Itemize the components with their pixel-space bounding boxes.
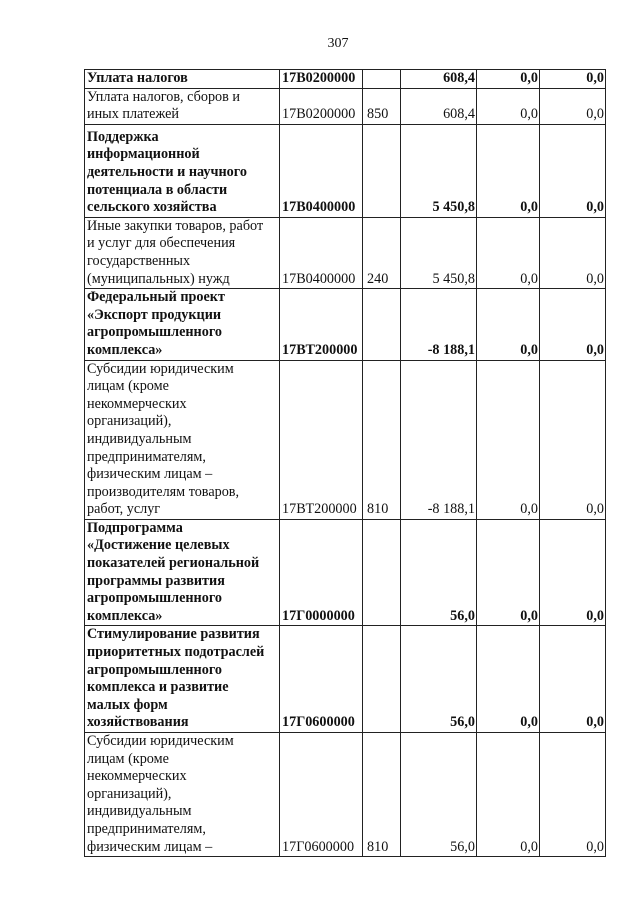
row-expense-type: 240 [362,216,401,290]
row-expense-type [362,288,401,361]
row-name: Поддержка информационной деятельности и … [84,123,280,218]
row-name: Подпрограмма «Достижение целевых показат… [84,518,280,627]
row-code: 17В0400000 [279,123,363,218]
row-amount-2: 0,0 [476,359,540,520]
row-code: 17ВТ200000 [279,288,363,361]
row-name: Стимулирование развития приоритетных под… [84,625,280,733]
row-code: 17ВТ200000 [279,359,363,520]
row-amount-2: 0,0 [476,216,540,290]
row-expense-type [362,123,401,218]
row-name: Субсидии юридическим лицам (кроме некомм… [84,359,280,520]
row-amount-1: 56,0 [400,731,477,858]
row-expense-type [362,625,401,733]
row-amount-3: 0,0 [539,625,606,733]
row-amount-3: 0,0 [539,288,606,361]
row-amount-1: 5 450,8 [400,216,477,290]
row-amount-2: 0,0 [476,69,540,89]
row-amount-1: 608,4 [400,87,477,125]
table-row: Субсидии юридическим лицам (кроме некомм… [84,731,606,858]
row-code: 17Г0600000 [279,625,363,733]
row-amount-3: 0,0 [539,69,606,89]
row-amount-1: 56,0 [400,625,477,733]
row-name: Уплата налогов, сборов и иных платежей [84,87,280,125]
table-row: Уплата налогов, сборов и иных платежей 17… [84,87,606,125]
row-amount-2: 0,0 [476,518,540,627]
row-code: 17В0200000 [279,87,363,125]
table-row: Стимулирование развития приоритетных под… [84,625,606,733]
row-amount-1: -8 188,1 [400,288,477,361]
row-amount-3: 0,0 [539,87,606,125]
row-amount-1: 608,4 [400,69,477,89]
row-code: 17Г0000000 [279,518,363,627]
row-amount-2: 0,0 [476,123,540,218]
row-amount-1: 56,0 [400,518,477,627]
budget-table: Уплата налогов 17В0200000 608,4 0,0 0,0 Уплат… [84,69,606,858]
table-row: Подпрограмма «Достижение целевых показат… [84,518,606,627]
row-amount-3: 0,0 [539,359,606,520]
table-row: Поддержка информационной деятельности и … [84,123,606,218]
row-name: Иные закупки товаров, работ и услуг для … [84,216,280,290]
row-code: 17В0400000 [279,216,363,290]
row-amount-3: 0,0 [539,518,606,627]
row-expense-type: 810 [362,731,401,858]
row-code: 17Г0600000 [279,731,363,858]
row-amount-3: 0,0 [539,123,606,218]
table-row: Иные закупки товаров, работ и услуг для … [84,216,606,290]
row-expense-type [362,69,401,89]
table-row: Федеральный проект «Экспорт продукции аг… [84,288,606,361]
row-amount-3: 0,0 [539,216,606,290]
row-expense-type: 810 [362,359,401,520]
row-amount-3: 0,0 [539,731,606,858]
row-name: Субсидии юридическим лицам (кроме некомм… [84,731,280,858]
row-amount-2: 0,0 [476,625,540,733]
row-expense-type [362,518,401,627]
row-name: Федеральный проект «Экспорт продукции аг… [84,288,280,361]
row-expense-type: 850 [362,87,401,125]
row-amount-2: 0,0 [476,731,540,858]
table-row: Субсидии юридическим лицам (кроме некомм… [84,359,606,520]
table-row: Уплата налогов 17В0200000 608,4 0,0 0,0 [84,69,606,89]
row-amount-2: 0,0 [476,87,540,125]
row-code: 17В0200000 [279,69,363,89]
page-number: 307 [327,36,349,51]
row-name: Уплата налогов [84,69,280,89]
row-amount-1: -8 188,1 [400,359,477,520]
row-amount-1: 5 450,8 [400,123,477,218]
row-amount-2: 0,0 [476,288,540,361]
